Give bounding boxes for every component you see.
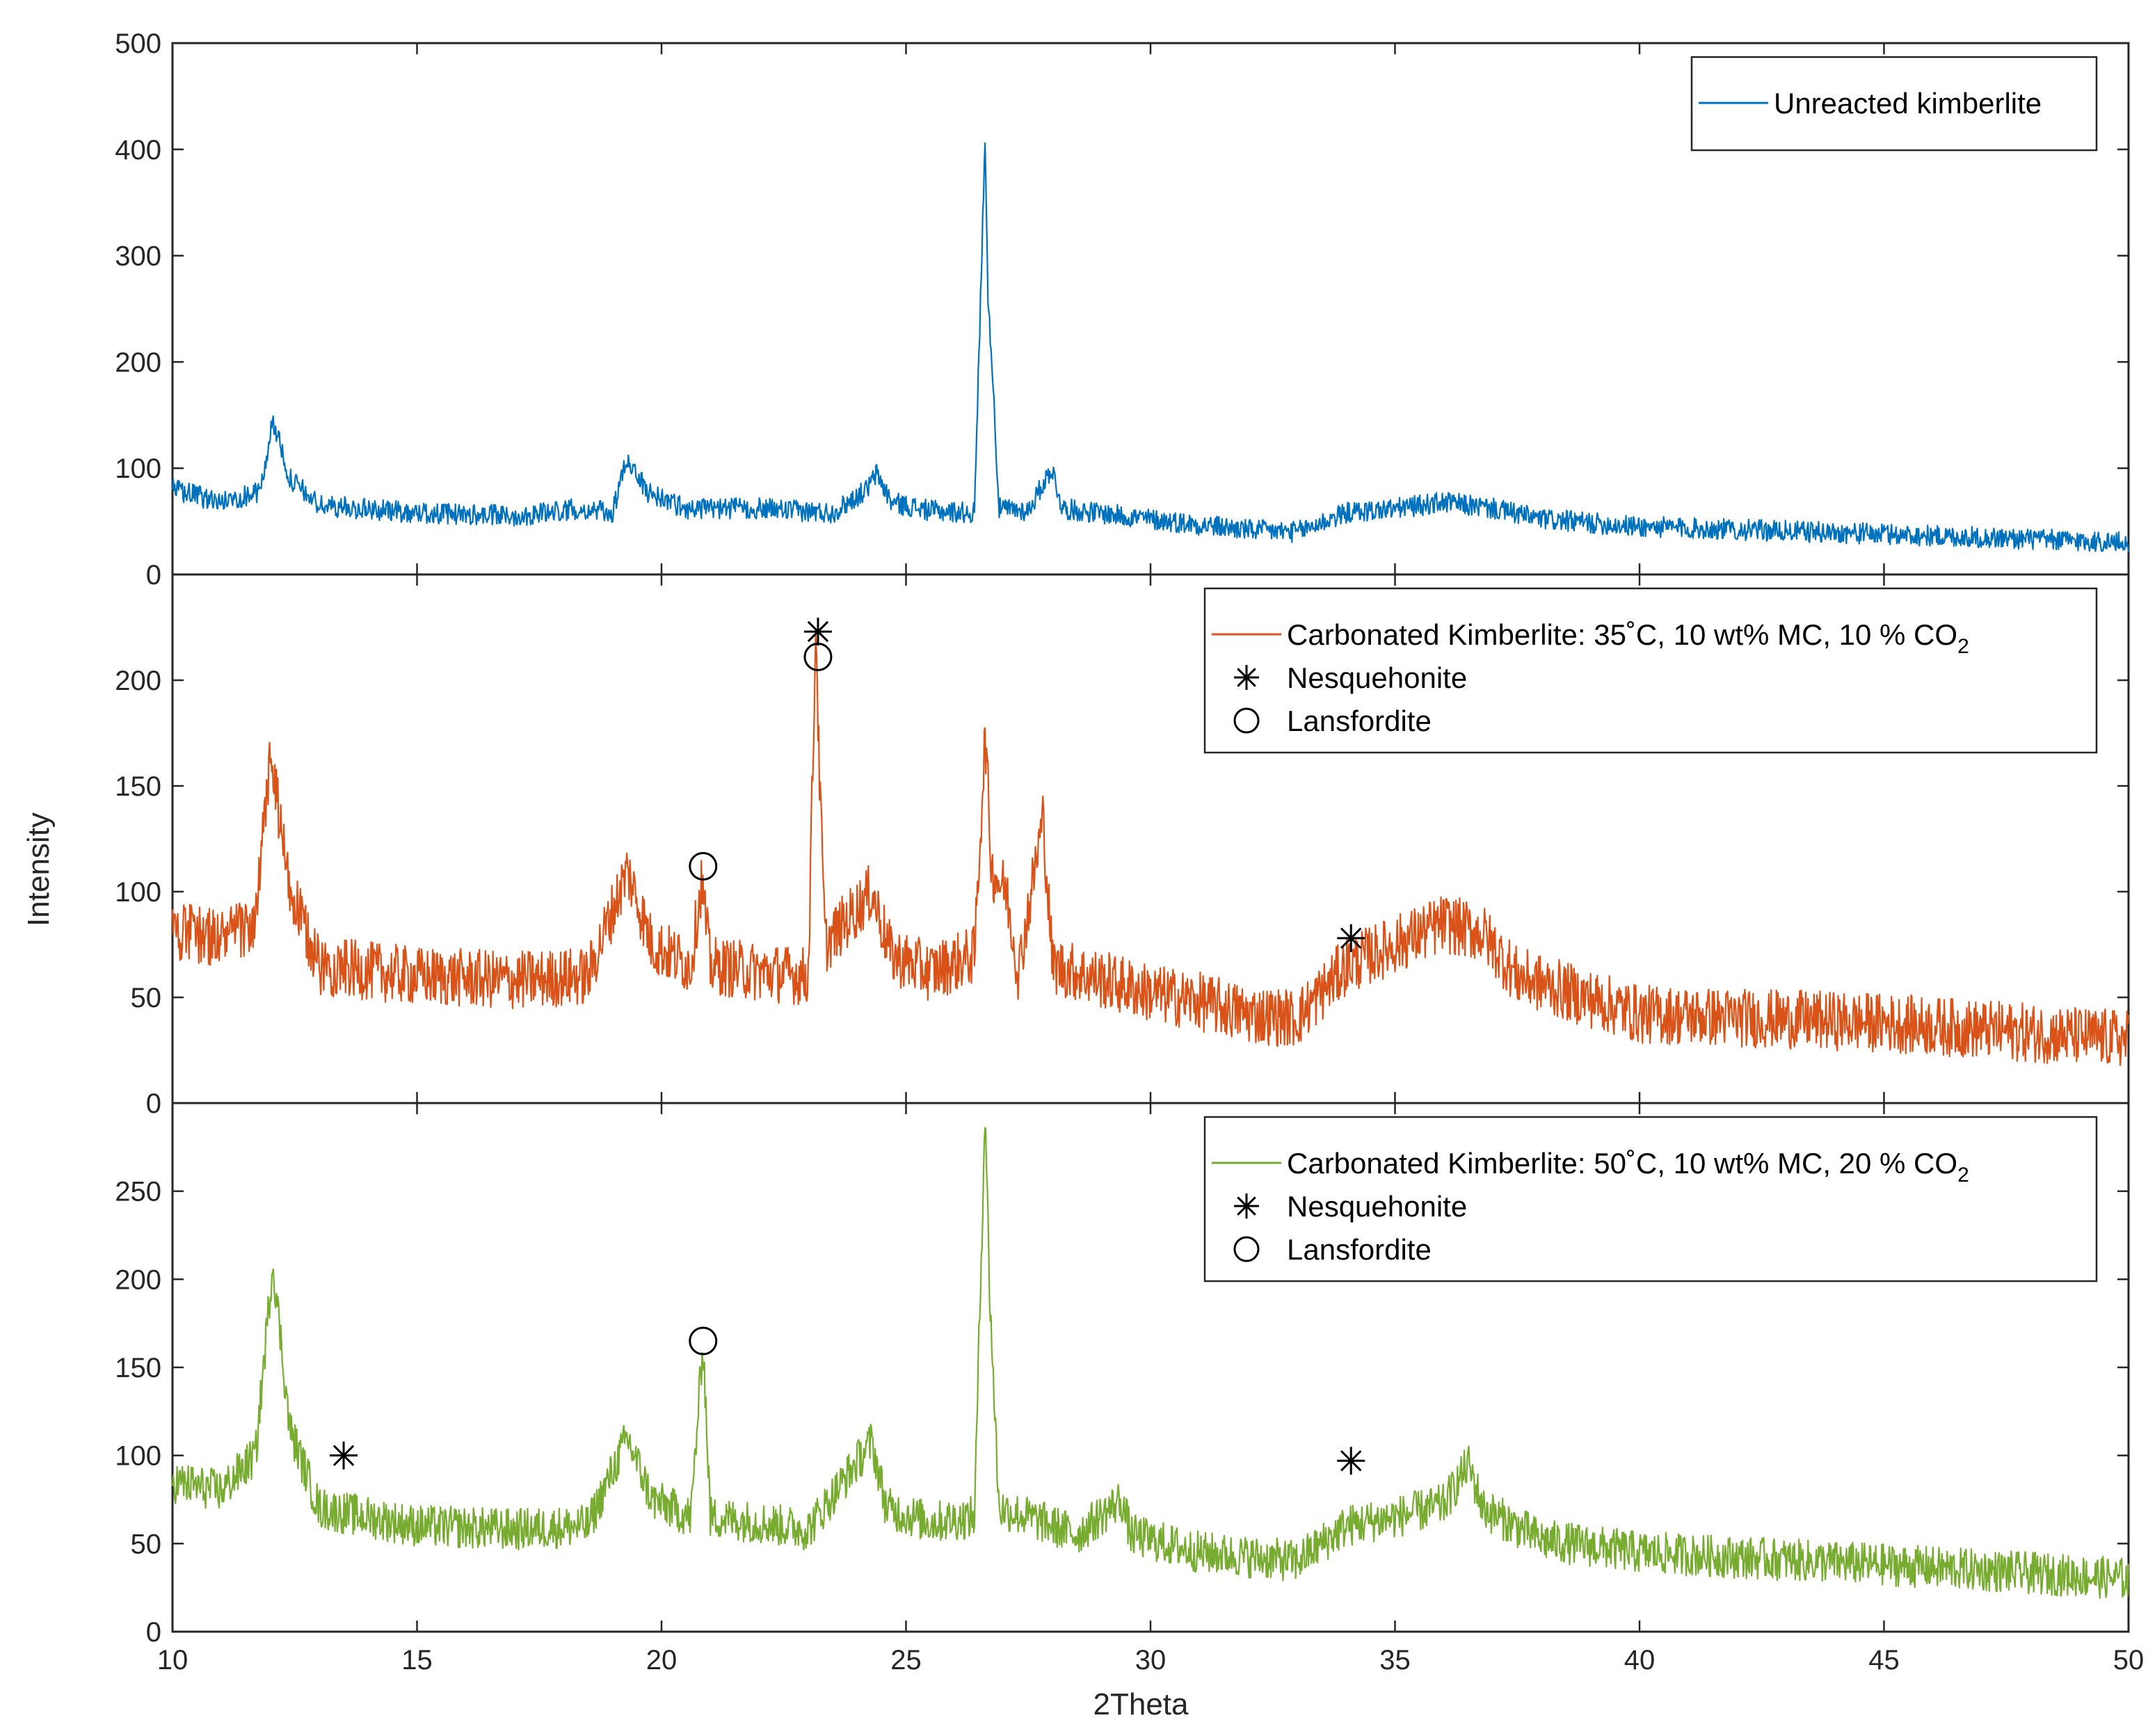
marker-lansfordite-carbonated-35c xyxy=(689,852,718,881)
y-tick-label: 250 xyxy=(115,1177,161,1207)
y-axis-title: Intensity xyxy=(22,812,56,926)
x-tick-label: 25 xyxy=(890,1645,922,1675)
legend-subscript: 2 xyxy=(1957,1164,1969,1187)
y-tick-label: 150 xyxy=(115,1353,161,1383)
y-tick-label: 200 xyxy=(115,347,161,378)
marker-nesquehonite-carbonated-35c xyxy=(1337,924,1365,952)
y-tick-label: 0 xyxy=(146,560,161,590)
legend-circle-icon xyxy=(1233,1236,1260,1262)
marker-nesquehonite-carbonated-35c-stroke xyxy=(807,620,829,643)
legend-entry-label: Lansfordite xyxy=(1287,705,1432,737)
y-tick-label: 0 xyxy=(146,1617,161,1648)
y-tick-label: 100 xyxy=(115,453,161,484)
legend-asterisk-icon-stroke xyxy=(1237,668,1256,687)
legend-box-carbonated-35c xyxy=(1203,587,2098,754)
marker-nesquehonite-carbonated-35c xyxy=(803,618,832,646)
x-tick-label: 40 xyxy=(1624,1645,1656,1675)
marker-nesquehonite-carbonated-50c-stroke xyxy=(332,1445,355,1466)
legend-entry-label: Lansfordite xyxy=(1287,1233,1432,1266)
x-tick-label: 35 xyxy=(1379,1645,1411,1675)
y-tick-label: 150 xyxy=(115,771,161,802)
marker-lansfordite-carbonated-35c xyxy=(803,643,833,672)
x-tick-label: 20 xyxy=(646,1645,678,1675)
marker-nesquehonite-carbonated-35c-stroke xyxy=(1340,927,1362,949)
legend-box-carbonated-50c xyxy=(1203,1116,2098,1283)
series-line-carbonated-50c xyxy=(171,1127,2130,1599)
y-tick-label: 0 xyxy=(146,1088,161,1119)
legend-asterisk-icon xyxy=(1234,665,1259,690)
y-tick-label: 100 xyxy=(115,1441,161,1472)
y-tick-label: 300 xyxy=(115,241,161,272)
marker-nesquehonite-carbonated-50c xyxy=(1337,1447,1365,1475)
x-tick-label: 15 xyxy=(401,1645,433,1675)
panel-unreacted: 0 100 200 300 400 500 Unreacted kimberlite xyxy=(115,29,2130,590)
legend-entry-label: Nesquehonite xyxy=(1287,661,1467,694)
x-axis-title: 2Theta xyxy=(1093,1687,1189,1721)
legend-circle-icon xyxy=(1233,707,1260,734)
marker-lansfordite-carbonated-50c xyxy=(689,1326,718,1356)
x-tick-label: 30 xyxy=(1135,1645,1167,1675)
x-axis: 10 15 20 25 30 35 40 45 50 xyxy=(157,1645,2145,1675)
series-line-carbonated-35c xyxy=(171,632,2130,1066)
legend-subscript: 2 xyxy=(1957,635,1969,658)
legend-entry-label: Unreacted kimberlite xyxy=(1774,87,2042,120)
y-tick-label: 200 xyxy=(115,1264,161,1295)
series-line-unreacted xyxy=(171,142,2130,552)
y-tick-label: 50 xyxy=(131,1529,162,1559)
y-tick-label: 100 xyxy=(115,877,161,908)
legend-asterisk-icon xyxy=(1234,1194,1259,1219)
marker-nesquehonite-carbonated-50c-stroke xyxy=(1340,1450,1362,1472)
y-tick-label: 500 xyxy=(115,29,161,59)
y-tick-label: 200 xyxy=(115,666,161,696)
x-tick-label: 50 xyxy=(2113,1645,2145,1675)
x-tick-label: 10 xyxy=(157,1645,189,1675)
x-tick-label: 45 xyxy=(1868,1645,1900,1675)
legend-asterisk-icon-stroke xyxy=(1237,1196,1256,1216)
legend-entry-label: Nesquehonite xyxy=(1287,1190,1467,1223)
y-tick-label: 50 xyxy=(131,983,162,1013)
y-tick-label: 400 xyxy=(115,135,161,166)
marker-nesquehonite-carbonated-50c xyxy=(330,1441,358,1470)
